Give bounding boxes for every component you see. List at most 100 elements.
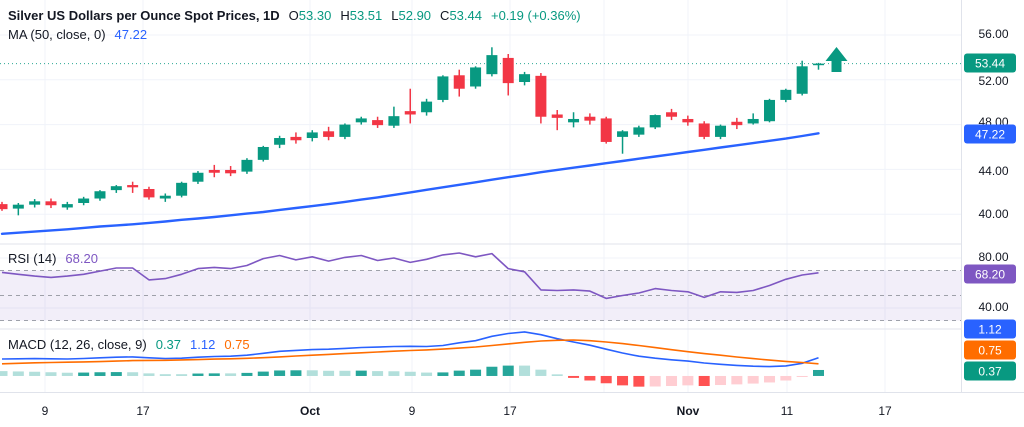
candle-down — [372, 120, 384, 126]
ohlc-c: C53.44 — [440, 8, 482, 23]
candle-down — [600, 118, 612, 142]
histogram-bar — [339, 370, 351, 376]
time-tick-label: 17 — [136, 403, 150, 418]
histogram-bar — [355, 370, 367, 376]
histogram-bar — [568, 375, 580, 378]
histogram-bar — [470, 369, 482, 376]
histogram-bar — [323, 370, 335, 376]
candle-up — [257, 146, 269, 160]
candle-up — [29, 201, 41, 205]
candle-up — [796, 66, 808, 94]
candle-up — [715, 125, 727, 137]
candle-up — [780, 89, 792, 100]
time-tick-label: 17 — [878, 403, 892, 418]
histogram-bar — [551, 374, 563, 376]
histogram-bar — [453, 370, 465, 376]
histogram-bar — [159, 374, 171, 376]
macd-value-2: 0.75 — [224, 337, 250, 352]
histogram-bar — [0, 371, 8, 376]
ma50-line[interactable] — [0, 132, 820, 235]
ohlc-l: L52.90 — [391, 8, 432, 23]
histogram-bar — [94, 372, 106, 376]
rsi-indicator-legend[interactable]: RSI (14) 68.20 — [8, 251, 98, 266]
histogram-bar — [813, 369, 824, 376]
macd-histogram[interactable] — [0, 365, 824, 387]
histogram-bar — [290, 370, 302, 376]
histogram-bar — [372, 371, 384, 376]
candle-up — [339, 124, 351, 137]
histogram-bar — [176, 374, 188, 376]
candles-series[interactable] — [0, 47, 824, 216]
histogram-bar — [649, 375, 661, 387]
candle-up — [617, 131, 629, 137]
candle-up — [274, 138, 286, 145]
candle-up — [306, 132, 318, 139]
histogram-bar — [796, 375, 808, 377]
macd-values: 0.37 1.12 0.75 — [156, 337, 250, 352]
rsi-value-badge: 68.20 — [964, 264, 1016, 284]
time-tick-label: 9 — [41, 403, 49, 418]
hist-value-badge: 0.37 — [964, 361, 1016, 381]
price-tick-label: 40.00 — [978, 300, 1009, 314]
macd-line[interactable] — [1, 331, 819, 368]
histogram-bar — [502, 365, 514, 376]
histogram-bar — [486, 366, 498, 376]
buy-arrow-marker[interactable] — [825, 47, 848, 72]
macd-value-badge: 1.12 — [964, 319, 1016, 339]
rsi-band — [0, 270, 961, 321]
candle-down — [404, 111, 416, 115]
signal-line[interactable] — [1, 339, 819, 365]
histogram-bar — [421, 372, 433, 376]
candle-up — [486, 55, 498, 75]
candle-up — [633, 127, 645, 135]
rsi-value: 68.20 — [65, 251, 98, 266]
rsi-label: RSI (14) — [8, 251, 57, 266]
histogram-bar — [764, 375, 776, 383]
time-tick-label: Nov — [676, 403, 700, 418]
candle-up — [12, 204, 24, 209]
ma-indicator-legend[interactable]: MA (50, close, 0) 47.22 — [8, 27, 147, 42]
candle-up — [78, 198, 90, 203]
histogram-bar — [633, 375, 645, 387]
candle-down — [290, 136, 302, 141]
time-axis[interactable]: 9 17 Oct 9 17 Nov 11 17 — [0, 392, 1024, 427]
histogram-bar — [208, 373, 220, 376]
ohlc-h: H53.51 — [340, 8, 383, 23]
histogram-bar — [192, 373, 204, 376]
signal-value-badge: 0.75 — [964, 340, 1016, 360]
candle-up — [176, 182, 188, 196]
macd-indicator-legend[interactable]: MACD (12, 26, close, 9) 0.37 1.12 0.75 — [8, 337, 250, 352]
price-axis[interactable]: 56.00 52.00 48.00 44.00 40.00 80.00 40.00 53.44… — [961, 0, 1024, 392]
ma-value: 47.22 — [114, 27, 148, 42]
symbol-legend[interactable]: Silver US Dollars per Ounce Spot Prices,… — [8, 8, 581, 23]
candle-down — [323, 131, 335, 137]
ohlc-o: O53.30 — [288, 8, 332, 23]
candle-down — [731, 121, 743, 126]
histogram-bar — [437, 372, 449, 376]
price-tick-label: 40.00 — [978, 207, 1009, 221]
ohlc-values: O53.30 H53.51 L52.90 C53.44 — [289, 8, 482, 23]
candle-down — [666, 112, 678, 117]
histogram-bar — [241, 372, 253, 376]
histogram-bar — [274, 370, 286, 376]
candle-down — [143, 188, 155, 198]
histogram-bar — [535, 369, 547, 376]
candle-down — [0, 204, 8, 210]
histogram-bar — [29, 371, 41, 376]
price-tick-label: 56.00 — [978, 27, 1009, 41]
candle-up — [519, 74, 531, 83]
histogram-bar — [12, 371, 24, 376]
rsi-line[interactable] — [1, 252, 819, 300]
time-tick-label: 17 — [503, 403, 517, 418]
histogram-bar — [617, 375, 629, 386]
histogram-bar — [780, 375, 792, 381]
histogram-bar — [698, 375, 710, 387]
histogram-bar — [666, 375, 678, 387]
candle-down — [551, 114, 563, 118]
candle-up — [437, 76, 449, 100]
histogram-bar — [519, 365, 531, 376]
histogram-bar — [306, 370, 318, 376]
histogram-bar — [78, 372, 90, 376]
candle-up — [159, 195, 171, 199]
